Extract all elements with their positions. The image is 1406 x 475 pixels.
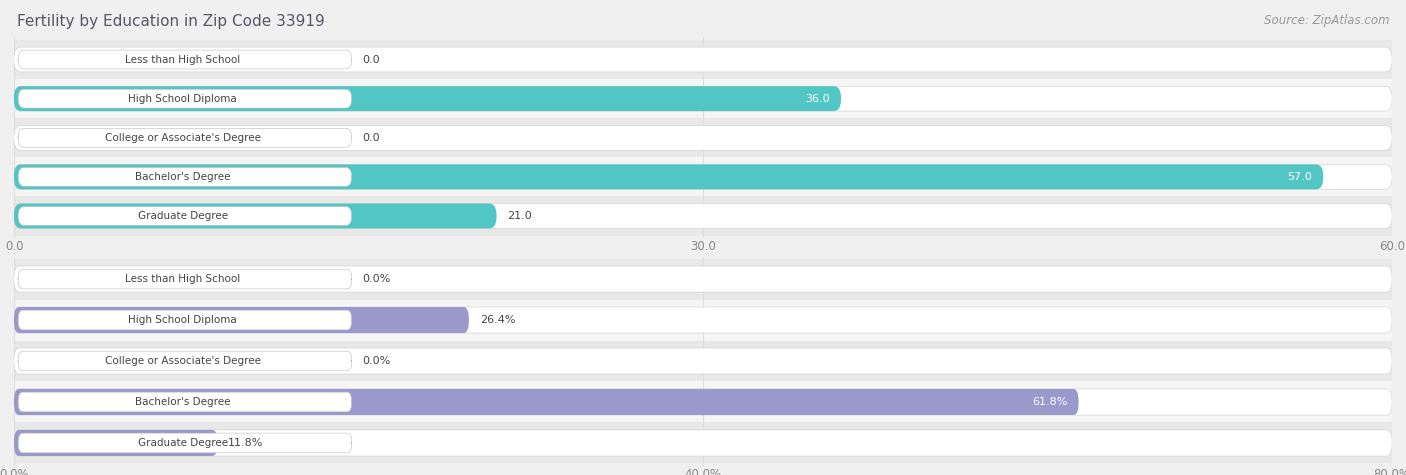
Text: 0.0: 0.0 <box>363 133 380 143</box>
Bar <box>14 341 1392 381</box>
FancyBboxPatch shape <box>14 164 1323 190</box>
FancyBboxPatch shape <box>18 50 352 69</box>
Text: 26.4%: 26.4% <box>479 315 515 325</box>
FancyBboxPatch shape <box>14 125 1392 150</box>
Bar <box>14 79 1392 118</box>
Text: Graduate Degree: Graduate Degree <box>138 211 228 221</box>
FancyBboxPatch shape <box>18 168 352 186</box>
Text: Fertility by Education in Zip Code 33919: Fertility by Education in Zip Code 33919 <box>17 14 325 29</box>
Text: Less than High School: Less than High School <box>125 274 240 284</box>
Text: High School Diploma: High School Diploma <box>128 315 238 325</box>
FancyBboxPatch shape <box>14 86 1392 111</box>
FancyBboxPatch shape <box>14 266 1392 292</box>
Text: 11.8%: 11.8% <box>228 438 264 448</box>
Bar <box>14 197 1392 236</box>
FancyBboxPatch shape <box>18 89 352 108</box>
Text: Less than High School: Less than High School <box>125 55 240 65</box>
Text: High School Diploma: High School Diploma <box>128 94 238 104</box>
FancyBboxPatch shape <box>14 307 1392 333</box>
Bar <box>14 381 1392 422</box>
Bar <box>14 157 1392 197</box>
Bar <box>14 300 1392 341</box>
FancyBboxPatch shape <box>14 164 1392 190</box>
FancyBboxPatch shape <box>14 348 1392 374</box>
Text: 61.8%: 61.8% <box>1032 397 1067 407</box>
Text: Source: ZipAtlas.com: Source: ZipAtlas.com <box>1264 14 1389 27</box>
FancyBboxPatch shape <box>18 128 352 147</box>
Text: 0.0%: 0.0% <box>363 356 391 366</box>
Text: 21.0: 21.0 <box>508 211 531 221</box>
Text: Bachelor's Degree: Bachelor's Degree <box>135 172 231 182</box>
Text: 0.0: 0.0 <box>363 55 380 65</box>
Text: 36.0: 36.0 <box>806 94 830 104</box>
Text: College or Associate's Degree: College or Associate's Degree <box>105 133 262 143</box>
FancyBboxPatch shape <box>14 389 1078 415</box>
FancyBboxPatch shape <box>14 430 1392 456</box>
FancyBboxPatch shape <box>18 269 352 289</box>
FancyBboxPatch shape <box>18 310 352 330</box>
FancyBboxPatch shape <box>14 204 1392 228</box>
Text: 0.0%: 0.0% <box>363 274 391 284</box>
FancyBboxPatch shape <box>14 204 496 228</box>
FancyBboxPatch shape <box>18 392 352 412</box>
FancyBboxPatch shape <box>18 433 352 453</box>
Bar <box>14 40 1392 79</box>
FancyBboxPatch shape <box>18 351 352 371</box>
Bar <box>14 258 1392 300</box>
Text: 57.0: 57.0 <box>1288 172 1312 182</box>
Text: College or Associate's Degree: College or Associate's Degree <box>105 356 262 366</box>
FancyBboxPatch shape <box>14 47 1392 72</box>
FancyBboxPatch shape <box>18 207 352 226</box>
FancyBboxPatch shape <box>14 86 841 111</box>
FancyBboxPatch shape <box>14 430 218 456</box>
Bar <box>14 118 1392 157</box>
Text: Bachelor's Degree: Bachelor's Degree <box>135 397 231 407</box>
FancyBboxPatch shape <box>14 307 468 333</box>
Text: Graduate Degree: Graduate Degree <box>138 438 228 448</box>
Bar <box>14 422 1392 464</box>
FancyBboxPatch shape <box>14 389 1392 415</box>
